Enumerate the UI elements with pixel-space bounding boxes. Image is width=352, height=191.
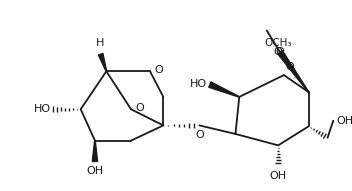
Text: OH: OH bbox=[270, 171, 287, 181]
Text: O: O bbox=[155, 65, 164, 75]
Text: O: O bbox=[276, 47, 284, 57]
Polygon shape bbox=[92, 141, 98, 161]
Text: O: O bbox=[136, 103, 145, 113]
Text: H: H bbox=[95, 38, 104, 48]
Text: OH: OH bbox=[86, 166, 103, 176]
Text: O: O bbox=[274, 47, 283, 57]
Text: O: O bbox=[195, 130, 204, 140]
Text: HO: HO bbox=[190, 79, 207, 89]
Polygon shape bbox=[278, 51, 309, 92]
Text: HO: HO bbox=[34, 104, 51, 114]
Text: OCH₃: OCH₃ bbox=[264, 38, 292, 48]
Text: O: O bbox=[286, 62, 295, 72]
Text: OH: OH bbox=[336, 116, 352, 126]
Polygon shape bbox=[209, 82, 239, 97]
Polygon shape bbox=[99, 53, 107, 71]
